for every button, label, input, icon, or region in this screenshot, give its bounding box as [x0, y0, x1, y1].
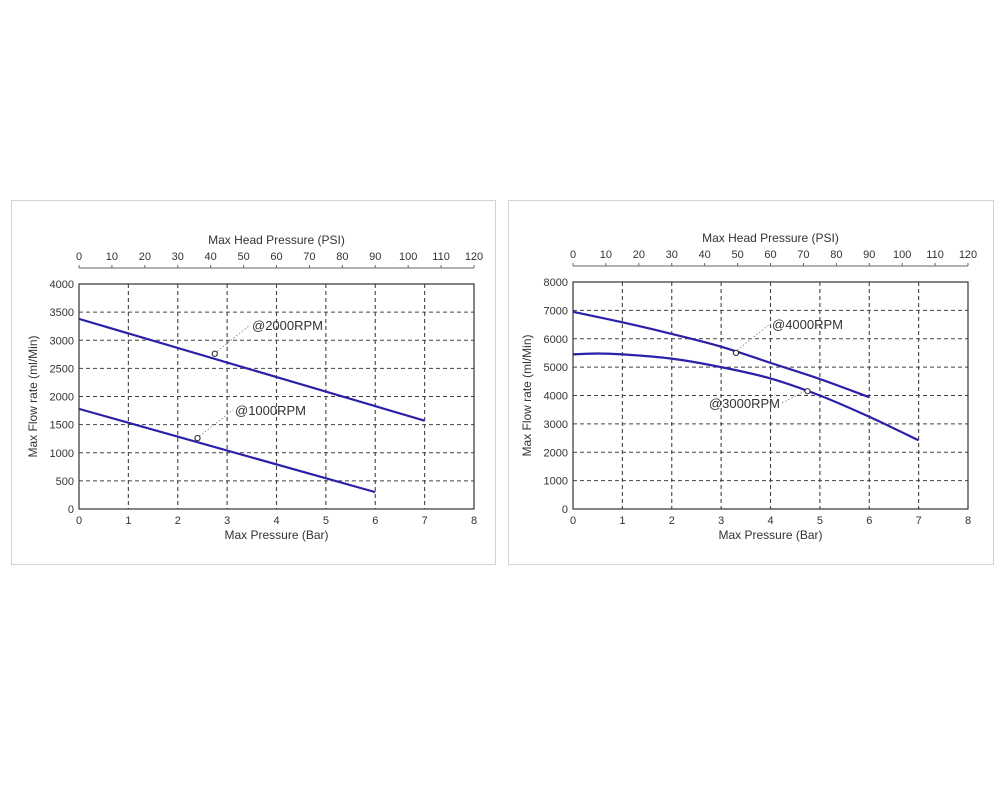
- series-label: @3000RPM: [709, 396, 780, 411]
- y-tick-label: 3500: [50, 307, 74, 319]
- top-axis-tick-label: 40: [205, 251, 217, 263]
- top-axis-tick-label: 0: [76, 251, 82, 263]
- series-marker: [804, 388, 811, 395]
- top-axis-tick-label: 30: [666, 249, 678, 261]
- series-label: @2000RPM: [252, 318, 323, 333]
- x-tick-label: 8: [471, 515, 477, 527]
- x-tick-label: 8: [965, 515, 971, 527]
- y-tick-label: 4000: [544, 391, 568, 403]
- x-tick-label: 3: [224, 515, 230, 527]
- series-marker: [194, 435, 201, 442]
- callout-leader: [214, 324, 251, 354]
- x-axis-title: Max Pressure (Bar): [718, 528, 822, 542]
- x-tick-label: 6: [866, 515, 872, 527]
- top-axis-tick-label: 10: [106, 251, 118, 263]
- top-axis-tick-label: 80: [336, 251, 348, 263]
- top-axis-tick-label: 70: [797, 249, 809, 261]
- flow-chart-right: 0 1 2 3 4 5 6 7 80100020003000400050006000700080…: [520, 231, 977, 542]
- series-line: [572, 352, 920, 442]
- top-axis-title: Max Head Pressure (PSI): [702, 231, 839, 245]
- series-label: @1000RPM: [235, 403, 306, 418]
- top-axis-tick-label: 120: [465, 251, 483, 263]
- series-line: [572, 310, 870, 399]
- top-axis-tick-label: 110: [432, 251, 450, 263]
- top-axis-tick-label: 50: [731, 249, 743, 261]
- y-tick-label: 0: [68, 504, 74, 516]
- y-tick-label: 7000: [544, 305, 568, 317]
- x-axis-title: Max Pressure (Bar): [224, 528, 328, 542]
- x-tick-label: 6: [372, 515, 378, 527]
- x-tick-label: 1: [619, 515, 625, 527]
- x-tick-label: 7: [422, 515, 428, 527]
- x-tick-label: 3: [718, 515, 724, 527]
- top-axis-tick-label: 20: [633, 249, 645, 261]
- y-tick-label: 4000: [50, 279, 74, 291]
- top-axis-tick-label: 30: [172, 251, 184, 263]
- x-tick-label: 5: [817, 515, 823, 527]
- top-axis-title: Max Head Pressure (PSI): [208, 233, 345, 247]
- y-axis-title: Max Flow rate (ml/Min): [520, 334, 534, 456]
- y-tick-label: 500: [56, 476, 74, 488]
- series-line: [78, 317, 425, 422]
- x-tick-label: 2: [669, 515, 675, 527]
- series-label: @4000RPM: [772, 317, 843, 332]
- top-axis-tick-label: 90: [863, 249, 875, 261]
- x-tick-label: 7: [916, 515, 922, 527]
- series-line: [78, 407, 376, 494]
- x-tick-label: 2: [175, 515, 181, 527]
- y-tick-label: 1000: [50, 448, 74, 460]
- top-axis-tick-label: 100: [399, 251, 417, 263]
- top-axis-tick-label: 110: [926, 249, 944, 261]
- x-tick-label: 0: [570, 515, 576, 527]
- series-marker: [732, 349, 740, 357]
- y-tick-label: 8000: [544, 277, 568, 289]
- top-axis-tick-label: 60: [270, 251, 282, 263]
- plot-frame: [78, 283, 475, 510]
- y-axis-title: Max Flow rate (ml/Min): [26, 335, 40, 457]
- top-axis-tick-label: 0: [570, 249, 576, 261]
- y-tick-label: 5000: [544, 362, 568, 374]
- top-axis-tick-label: 80: [830, 249, 842, 261]
- y-tick-label: 1500: [50, 420, 74, 432]
- y-tick-label: 0: [562, 504, 568, 516]
- x-tick-label: 4: [273, 515, 279, 527]
- y-tick-label: 1000: [544, 476, 568, 488]
- x-tick-label: 0: [76, 515, 82, 527]
- y-tick-label: 3000: [544, 419, 568, 431]
- top-axis-tick-label: 120: [959, 249, 977, 261]
- top-axis-tick-label: 50: [237, 251, 249, 263]
- chart-panel-left: 0 1 2 3 4 5 6 7 8 0 500 1000 1500 2000 2500 3000 3500 400…: [11, 200, 496, 565]
- x-tick-label: 5: [323, 515, 329, 527]
- flow-chart-left: 0 1 2 3 4 5 6 7 80500100015002000250030003500400…: [26, 233, 483, 542]
- y-tick-label: 2000: [544, 447, 568, 459]
- y-tick-label: 3000: [50, 335, 74, 347]
- y-tick-label: 2500: [50, 363, 74, 375]
- y-tick-label: 6000: [544, 334, 568, 346]
- callout-leader: [781, 389, 808, 404]
- top-axis-tick-label: 60: [764, 249, 776, 261]
- top-axis-tick-label: 40: [699, 249, 711, 261]
- series-marker: [211, 350, 218, 357]
- top-axis-tick-label: 70: [303, 251, 315, 263]
- top-axis-tick-label: 10: [600, 249, 612, 261]
- top-axis-tick-label: 100: [893, 249, 911, 261]
- top-axis-tick-label: 20: [139, 251, 151, 263]
- chart-panel-right: 0 1 2 3 4 5 6 7 8 0 1000 2000 3000 4000 5000 6000 7000 80…: [508, 200, 994, 565]
- x-tick-label: 4: [767, 515, 773, 527]
- top-axis-tick-label: 90: [369, 251, 381, 263]
- x-tick-label: 1: [125, 515, 131, 527]
- y-tick-label: 2000: [50, 392, 74, 404]
- plot-frame: [572, 281, 969, 510]
